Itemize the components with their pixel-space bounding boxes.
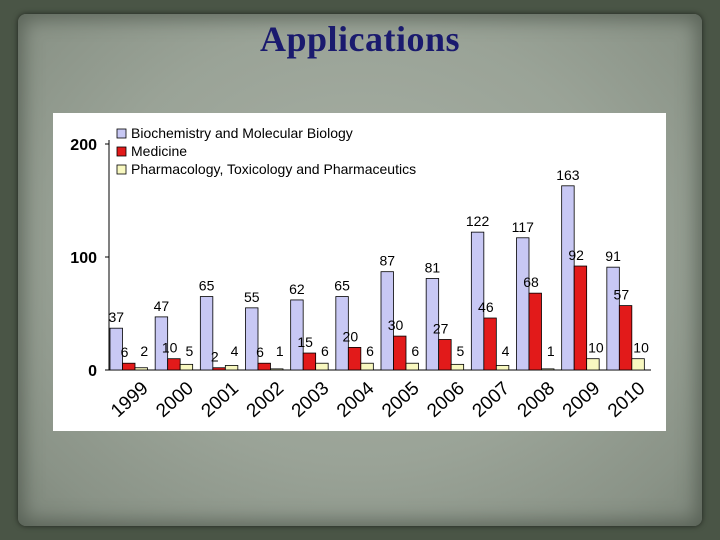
data-label: 10 — [162, 340, 178, 356]
data-label: 1 — [547, 343, 555, 359]
data-label: 6 — [121, 344, 129, 360]
data-label: 20 — [343, 328, 359, 344]
data-label: 37 — [108, 309, 124, 325]
legend-label: Biochemistry and Molecular Biology — [131, 125, 353, 141]
bar-medicine — [257, 362, 271, 371]
data-label: 4 — [502, 343, 510, 359]
data-label: 46 — [478, 299, 494, 315]
legend-swatch — [116, 128, 127, 139]
x-tick-label: 2000 — [152, 378, 197, 422]
bar-medicine — [212, 367, 226, 371]
legend-swatch — [116, 146, 127, 157]
bar-medicine — [618, 305, 633, 371]
data-label: 92 — [568, 247, 584, 263]
data-label: 55 — [244, 289, 260, 305]
bar-biochem — [606, 266, 620, 371]
data-label: 15 — [297, 334, 313, 350]
legend-swatch — [116, 164, 127, 175]
bar-biochem — [154, 316, 169, 371]
data-label: 6 — [366, 343, 374, 359]
bar-biochem — [245, 307, 259, 371]
bar-biochem — [380, 271, 394, 371]
bar-biochem — [290, 299, 304, 371]
bar-pharma — [179, 363, 194, 371]
bar-medicine — [167, 358, 181, 371]
bar-pharma — [360, 362, 374, 371]
data-label: 4 — [231, 343, 239, 359]
bar-pharma — [541, 368, 555, 371]
data-label: 6 — [256, 344, 264, 360]
bar-medicine — [122, 362, 136, 371]
slide-title: Applications — [259, 19, 461, 59]
x-tick-label: 2006 — [423, 378, 468, 422]
bar-pharma — [450, 363, 465, 371]
bar-medicine — [483, 317, 497, 371]
data-label: 5 — [186, 343, 194, 359]
data-label: 65 — [334, 278, 350, 294]
bar-medicine — [302, 352, 317, 371]
x-tick-label: 1999 — [107, 378, 152, 422]
bar-biochem — [199, 296, 214, 371]
bar-medicine — [347, 346, 362, 371]
data-label: 57 — [614, 287, 630, 303]
x-tick-label: 2005 — [378, 378, 423, 422]
bar-pharma — [586, 358, 600, 371]
x-tick-label: 2003 — [288, 378, 333, 422]
bar-pharma — [134, 367, 148, 371]
data-label: 5 — [457, 343, 465, 359]
bar-biochem — [470, 231, 485, 371]
bar-medicine — [573, 265, 588, 371]
x-tick-label: 2009 — [559, 378, 604, 422]
bar-biochem — [335, 296, 349, 371]
x-tick-label: 2010 — [604, 378, 649, 422]
bar-biochem — [109, 327, 123, 371]
data-label: 117 — [512, 219, 535, 235]
data-label: 81 — [425, 259, 441, 275]
bar-pharma — [270, 368, 284, 371]
data-label: 10 — [588, 340, 604, 356]
bar-medicine — [528, 292, 542, 371]
data-label: 6 — [321, 343, 329, 359]
data-label: 10 — [633, 340, 649, 356]
legend-label: Pharmacology, Toxicology and Pharmaceuti… — [131, 161, 416, 177]
bar-biochem — [561, 185, 575, 371]
data-label: 30 — [388, 317, 404, 333]
data-label: 163 — [556, 167, 580, 183]
y-tick-label: 200 — [70, 137, 97, 154]
data-label: 68 — [523, 274, 539, 290]
data-label: 2 — [140, 343, 148, 359]
data-label: 122 — [466, 213, 490, 229]
y-tick-label: 100 — [70, 250, 97, 267]
y-tick-label: 0 — [88, 363, 97, 380]
legend-label: Medicine — [131, 143, 187, 159]
bar-pharma — [631, 358, 645, 371]
bar-pharma — [315, 362, 329, 371]
x-tick-label: 2008 — [514, 378, 559, 422]
data-label: 6 — [411, 343, 419, 359]
data-label: 62 — [289, 281, 305, 297]
data-label: 27 — [433, 320, 449, 336]
data-label: 1 — [276, 343, 284, 359]
data-label: 65 — [199, 278, 215, 294]
data-label: 87 — [379, 253, 395, 269]
x-tick-label: 2001 — [198, 378, 243, 422]
data-label: 91 — [605, 248, 621, 264]
bar-medicine — [438, 339, 452, 371]
x-tick-label: 2007 — [469, 378, 514, 422]
bar-pharma — [224, 365, 239, 371]
bar-medicine — [393, 335, 407, 371]
bar-biochem — [516, 237, 530, 371]
x-tick-label: 2004 — [333, 378, 379, 422]
x-tick-label: 2002 — [243, 378, 288, 422]
bar-pharma — [495, 365, 510, 371]
bar-pharma — [405, 362, 419, 371]
data-label: 2 — [211, 349, 219, 365]
bar-biochem — [425, 278, 440, 371]
chart-container: 0 100 200 37 6 2 1999 47 10 5 2000 65 2 4 2001 55 6 1 2002… — [53, 113, 666, 431]
data-label: 47 — [154, 298, 170, 314]
